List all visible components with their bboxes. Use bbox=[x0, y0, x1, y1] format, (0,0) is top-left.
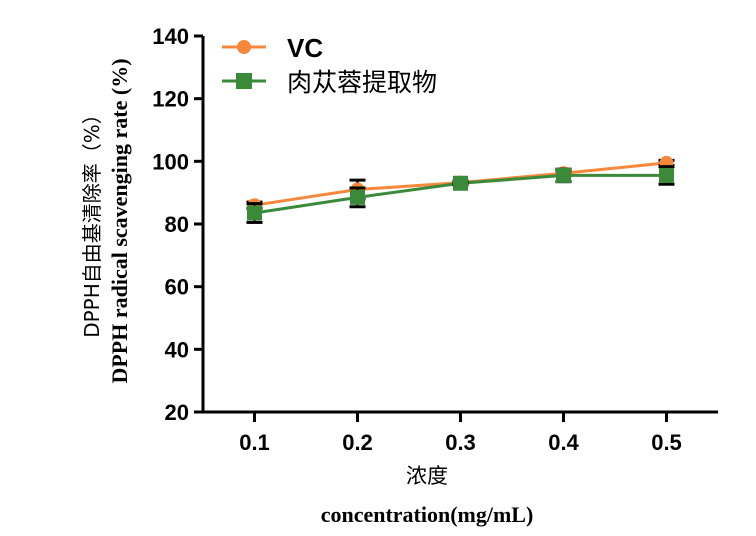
legend-label-extract: 肉苁蓉提取物 bbox=[287, 68, 437, 97]
y-tick-label: 140 bbox=[152, 24, 189, 49]
legend-label-vc: VC bbox=[287, 33, 323, 63]
x-axis-label-cn: 浓度 bbox=[406, 464, 448, 488]
x-ticks: 0.1 0.2 0.3 0.4 0.5 bbox=[239, 412, 682, 455]
x-tick-label: 0.3 bbox=[445, 430, 476, 455]
x-tick-label: 0.5 bbox=[651, 430, 682, 455]
legend-item-vc: VC bbox=[222, 33, 323, 63]
x-tick-label: 0.4 bbox=[548, 430, 579, 455]
legend-marker-vc bbox=[237, 40, 251, 54]
y-ticks: 20 40 60 80 100 120 140 bbox=[152, 24, 203, 425]
y-tick-label: 120 bbox=[152, 87, 189, 112]
legend: VC 肉苁蓉提取物 bbox=[222, 33, 437, 97]
x-axis-label-en: concentration(mg/mL) bbox=[321, 502, 534, 527]
x-tick-label: 0.1 bbox=[239, 430, 270, 455]
x-tick-label: 0.2 bbox=[342, 430, 373, 455]
data-point bbox=[556, 167, 571, 183]
data-point bbox=[659, 167, 674, 183]
data-point bbox=[453, 175, 468, 191]
axes bbox=[201, 36, 718, 414]
legend-marker-extract bbox=[236, 73, 252, 89]
y-tick-label: 100 bbox=[152, 149, 189, 174]
legend-item-extract: 肉苁蓉提取物 bbox=[222, 68, 437, 97]
y-axis-label-en: DPPH radical scavenging rate (%) bbox=[107, 58, 132, 383]
y-tick-label: 40 bbox=[165, 337, 189, 362]
y-tick-label: 60 bbox=[165, 275, 189, 300]
data-point bbox=[350, 189, 365, 205]
y-tick-label: 20 bbox=[165, 400, 189, 425]
series-layer bbox=[246, 155, 675, 224]
y-axis-label-cn: DPPH自由基清除率（%） bbox=[80, 104, 104, 338]
data-point bbox=[247, 205, 262, 221]
series-1 bbox=[246, 165, 675, 224]
y-tick-label: 80 bbox=[165, 212, 189, 237]
